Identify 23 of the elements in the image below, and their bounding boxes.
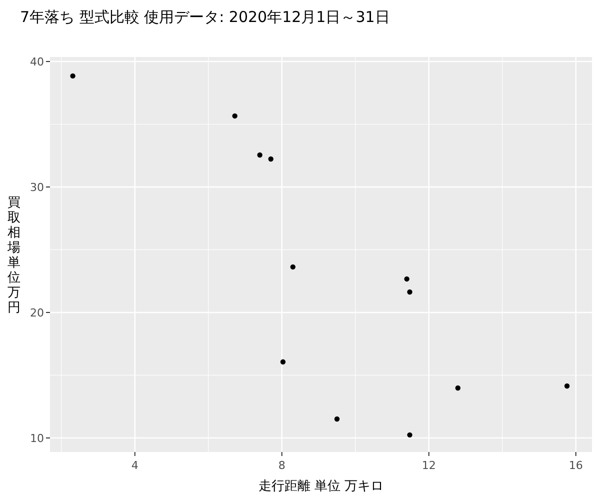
point xyxy=(455,385,460,391)
point xyxy=(280,359,286,365)
x-tick-label: 12 xyxy=(422,459,436,472)
point xyxy=(334,416,340,422)
point xyxy=(232,113,238,119)
point xyxy=(268,156,274,162)
point xyxy=(407,432,412,438)
y-tick-label: 40 xyxy=(30,56,44,69)
y-tick-label: 10 xyxy=(30,432,44,445)
point xyxy=(257,152,262,158)
x-tick-label: 8 xyxy=(278,459,286,472)
x-tick-label: 4 xyxy=(131,459,138,472)
y-axis-title: 買取相場単位万円 xyxy=(6,196,20,316)
point xyxy=(290,264,296,270)
chart-title: 7年落ち 型式比較 使用データ: 2020年12月1日～31日 xyxy=(20,8,390,26)
point xyxy=(404,276,410,282)
x-axis-title: 走行距離 単位 万キロ xyxy=(258,479,384,494)
x-tick-label: 16 xyxy=(568,459,583,472)
y-tick-label: 20 xyxy=(30,306,44,320)
point xyxy=(70,73,76,79)
y-tick-label: 30 xyxy=(30,180,44,194)
point xyxy=(407,289,412,295)
point xyxy=(564,383,570,389)
